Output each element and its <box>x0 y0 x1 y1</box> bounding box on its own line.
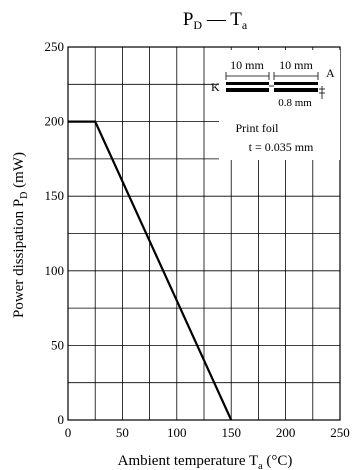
title-t-subscript: a <box>242 18 248 32</box>
dim-right-label: 10 mm <box>279 58 313 72</box>
x-tick-label: 0 <box>65 425 72 440</box>
inset-panel <box>219 50 340 160</box>
inset-label-k: K <box>211 80 220 94</box>
inset-caption-2: t = 0.035 mm <box>249 140 314 154</box>
y-tick-label: 0 <box>58 412 65 427</box>
y-tick-labels: 0 50 100 150 200 250 <box>45 39 65 427</box>
x-axis-label-text: Ambient temperature <box>118 453 246 469</box>
x-tick-label: 150 <box>221 425 241 440</box>
inset-diagram: 10 mm 10 mm K A 0.8 mm Print foil t = 0.… <box>211 58 335 154</box>
chart-title: PD — Ta <box>183 9 248 32</box>
y-axis-label: Power dissipation PD (mW) <box>11 152 30 318</box>
y-tick-label: 250 <box>45 39 65 54</box>
x-tick-label: 100 <box>167 425 187 440</box>
x-axis-symbol: T <box>249 453 258 469</box>
x-tick-label: 50 <box>116 425 129 440</box>
series-group <box>68 120 233 421</box>
foil-pad-right-base <box>274 88 318 92</box>
inset-caption-1: Print foil <box>235 121 279 135</box>
y-tick-label: 200 <box>45 114 65 129</box>
foil-pad-left-base <box>226 88 269 92</box>
y-tick-label: 150 <box>45 188 65 203</box>
y-tick-label: 100 <box>45 263 65 278</box>
x-tick-labels: 0 50 100 150 200 250 <box>65 425 350 440</box>
y-axis-label-text: Power dissipation <box>11 210 27 318</box>
title-dash: — <box>206 9 227 30</box>
x-axis-label: Ambient temperature Ta (°C) <box>118 453 293 470</box>
title-subscript: D <box>193 18 202 32</box>
x-tick-label: 200 <box>276 425 296 440</box>
y-axis-unit: (mW) <box>11 152 27 188</box>
plot-frame <box>67 46 341 421</box>
foil-pad-left <box>226 82 269 85</box>
foil-pad-right <box>274 82 318 85</box>
y-axis-symbol: P <box>11 199 27 207</box>
x-axis-unit: (°C) <box>266 453 292 469</box>
y-tick-label: 50 <box>51 337 64 352</box>
dim-left-label: 10 mm <box>230 58 264 72</box>
inset-gap-label: 0.8 mm <box>278 97 312 109</box>
title-symbol: P <box>183 9 194 30</box>
y-axis-subscript: D <box>19 192 30 199</box>
axes <box>67 46 341 421</box>
x-axis-subscript: a <box>258 461 263 470</box>
title-t-symbol: T <box>230 9 242 30</box>
x-tick-label: 250 <box>330 425 350 440</box>
derating-curve <box>68 120 233 421</box>
inset-label-a: A <box>326 66 335 80</box>
